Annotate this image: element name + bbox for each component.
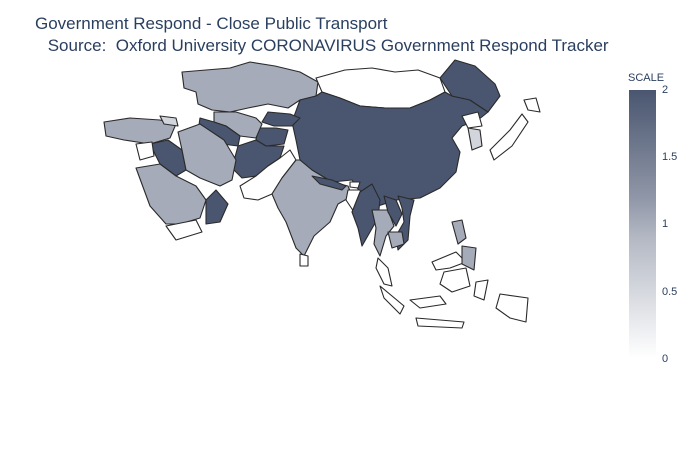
title-line-1: Government Respond - Close Public Transp… — [35, 14, 388, 33]
colorbar-title: SCALE — [628, 72, 665, 84]
title-line-2: Source: Oxford University CORONAVIRUS Go… — [43, 36, 609, 55]
colorbar — [629, 90, 656, 358]
country-japan[interactable] — [489, 97, 541, 161]
country-myanmar[interactable] — [351, 183, 381, 247]
colorbar-tick-1-5: 1.5 — [662, 151, 678, 163]
country-saudi-arabia[interactable] — [135, 163, 207, 225]
colorbar-tick-2: 2 — [662, 84, 669, 96]
country-philippines[interactable] — [451, 219, 477, 271]
country-oman[interactable] — [205, 189, 229, 225]
country-georgia[interactable] — [159, 115, 179, 127]
country-south-korea[interactable] — [467, 127, 483, 151]
country-kyrgyzstan[interactable] — [261, 111, 301, 127]
country-syria[interactable] — [135, 141, 155, 161]
country-turkey[interactable] — [103, 117, 177, 145]
chart-title: Government Respond - Close Public Transp… — [0, 0, 700, 64]
colorbar-tick-1: 1 — [662, 218, 669, 230]
country-yemen[interactable] — [165, 219, 203, 241]
country-north-korea[interactable] — [461, 111, 483, 129]
country-kazakhstan[interactable] — [181, 61, 319, 113]
country-sri-lanka[interactable] — [299, 253, 309, 267]
country-layer — [103, 59, 541, 329]
country-indonesia[interactable] — [379, 267, 529, 329]
colorbar-tick-0: 0 — [662, 353, 669, 365]
country-iran[interactable] — [177, 123, 237, 187]
country-bhutan[interactable] — [349, 181, 361, 189]
country-cambodia[interactable] — [387, 231, 405, 249]
country-laos[interactable] — [383, 195, 403, 227]
country-malaysia[interactable] — [375, 251, 467, 287]
country-russia-east-fringe[interactable] — [439, 59, 501, 113]
colorbar-tick-0-5: 0.5 — [662, 286, 678, 298]
country-nepal[interactable] — [311, 175, 347, 191]
